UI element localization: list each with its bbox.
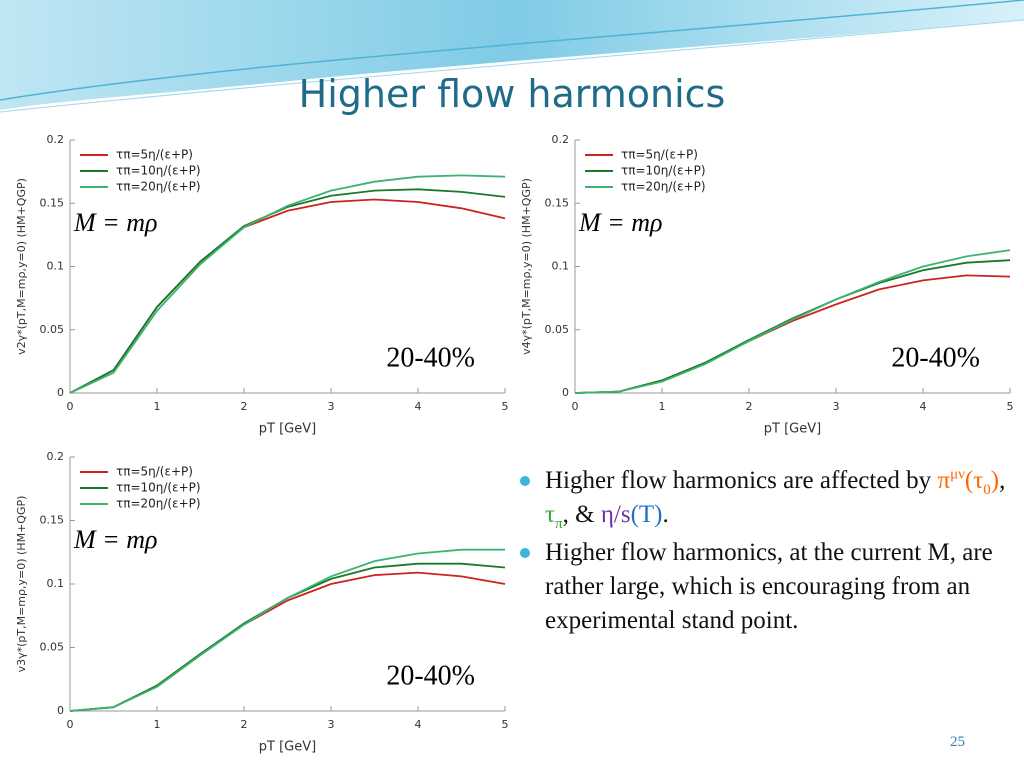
- x-tick-label: 1: [154, 400, 161, 413]
- y-tick-label: 0: [562, 386, 569, 399]
- y-tick-label: 0.1: [47, 260, 65, 273]
- legend-label: τπ=10η/(ε+P): [116, 164, 201, 178]
- x-tick-label: 4: [920, 400, 927, 413]
- x-tick-label: 5: [502, 400, 509, 413]
- annotation: 20-40%: [891, 342, 980, 373]
- legend-label: τπ=20η/(ε+P): [116, 180, 201, 194]
- bullet-text: τ: [545, 501, 556, 528]
- bullet-text: π: [937, 467, 951, 494]
- bullet-text: Higher flow harmonics are affected by: [545, 467, 938, 494]
- y-tick-label: 0.1: [552, 260, 570, 273]
- header-curve: [0, 19, 1024, 113]
- bullet-text: μν: [950, 466, 965, 483]
- annotation: 20-40%: [386, 660, 475, 691]
- x-tick-label: 0: [67, 400, 74, 413]
- x-tick-label: 5: [502, 718, 509, 731]
- x-tick-label: 2: [746, 400, 753, 413]
- annotation: 20-40%: [386, 342, 475, 373]
- x-tick-label: 2: [241, 718, 248, 731]
- bullet-text: , &: [562, 501, 601, 528]
- y-axis-label: v2γ*(pT,M=mρ,y=0) (HM+QGP): [15, 178, 28, 355]
- bullet-text: ,: [999, 467, 1006, 494]
- x-tick-label: 3: [833, 400, 840, 413]
- x-tick-label: 4: [415, 400, 422, 413]
- annotation: M = mρ: [73, 525, 157, 554]
- chart-panel: [0, 446, 512, 762]
- legend-label: τπ=5η/(ε+P): [116, 148, 193, 162]
- chart: 0 0.05 0.1 0.15 0.2 0 1 2 3 4 5 pT [GeV] v4γ*(pT,M=m…: [518, 128, 1024, 444]
- charts: 00.050.10.150.20 1 2 3 4 5pT [GeV]v2γ*(pT,M=m…: [0, 128, 1024, 762]
- bullet-text: η/s: [600, 501, 631, 528]
- bullet-text: ): [990, 467, 1000, 494]
- x-tick-label: 3: [328, 400, 335, 413]
- y-tick-label: 0.05: [545, 323, 570, 336]
- x-tick-label: 5: [1007, 400, 1014, 413]
- bullet-list: Higher flow harmonics are affected by πμ…: [518, 464, 1018, 642]
- x-tick-label: 1: [659, 400, 666, 413]
- slide-title: Higher flow harmonics: [298, 72, 726, 116]
- y-tick-label: 0.05: [40, 323, 65, 336]
- legend-label: τπ=20η/(ε+P): [621, 180, 706, 194]
- bullet-text: 0: [983, 482, 991, 498]
- x-tick-label: 2: [241, 400, 248, 413]
- x-tick-label: 1: [154, 718, 161, 731]
- legend-label: τπ=10η/(ε+P): [621, 164, 706, 178]
- y-tick-label: 0.2: [47, 133, 65, 146]
- annotation: M = mρ: [73, 208, 157, 237]
- y-tick-label: 0: [57, 386, 64, 399]
- series-line: [69, 548, 505, 712]
- x-tick-label: 4: [415, 718, 422, 731]
- x-tick-label: 0: [572, 400, 579, 413]
- y-tick-label: 0.15: [40, 196, 65, 209]
- y-tick-label: 0.05: [40, 641, 65, 654]
- series-line: [574, 249, 1011, 394]
- header-wave: [0, 0, 1024, 110]
- annotation: M = mρ: [578, 208, 662, 237]
- x-tick-label: 0: [67, 718, 74, 731]
- y-tick-label: 0.15: [545, 196, 570, 209]
- series-line: [69, 174, 506, 394]
- legend-label: τπ=5η/(ε+P): [116, 465, 193, 479]
- y-axis-label: v4γ*(pT,M=mρ,y=0) (HM+QGP): [520, 178, 533, 355]
- bullet-text: Higher flow harmonics, at the current M,…: [545, 539, 993, 634]
- x-axis-label: pT [GeV]: [259, 740, 316, 755]
- x-axis-label: pT [GeV]: [259, 422, 316, 437]
- bullet-text: π: [555, 516, 563, 532]
- bullet: Higher flow harmonics, at the current M,…: [518, 536, 1018, 638]
- y-tick-label: 0.2: [552, 133, 570, 146]
- y-tick-label: 0: [57, 704, 64, 717]
- page-number: 25: [950, 734, 965, 750]
- chart: 0 0.05 0.1 0.15 0.2 0 1 2 3 4 5 pT [GeV] v3γ*(pT,M=m…: [0, 446, 512, 762]
- bullet-text: .: [662, 501, 669, 528]
- series-line: [69, 188, 506, 394]
- chart-panel: [518, 128, 1024, 444]
- y-tick-label: 0.1: [47, 577, 65, 590]
- legend-label: τπ=5η/(ε+P): [621, 148, 698, 162]
- y-tick-label: 0.2: [47, 450, 65, 463]
- chart-panel: [0, 128, 512, 444]
- y-tick-label: 0.15: [40, 514, 65, 527]
- header-curve: [0, 0, 1024, 101]
- y-axis-label: v3γ*(pT,M=mρ,y=0) (HM+QGP): [15, 496, 28, 673]
- bullet: Higher flow harmonics are affected by πμ…: [518, 464, 1018, 532]
- x-tick-label: 3: [328, 718, 335, 731]
- bullet-text: (τ: [964, 467, 984, 494]
- bullet-text: (T): [630, 501, 663, 528]
- legend-label: τπ=20η/(ε+P): [116, 497, 201, 511]
- legend-label: τπ=10η/(ε+P): [116, 481, 201, 495]
- x-axis-label: pT [GeV]: [764, 422, 821, 437]
- chart: 0 0.05 0.1 0.15 0.2 0 1 2 3 4 5 pT [GeV] v2γ*(pT,M=m…: [0, 128, 512, 444]
